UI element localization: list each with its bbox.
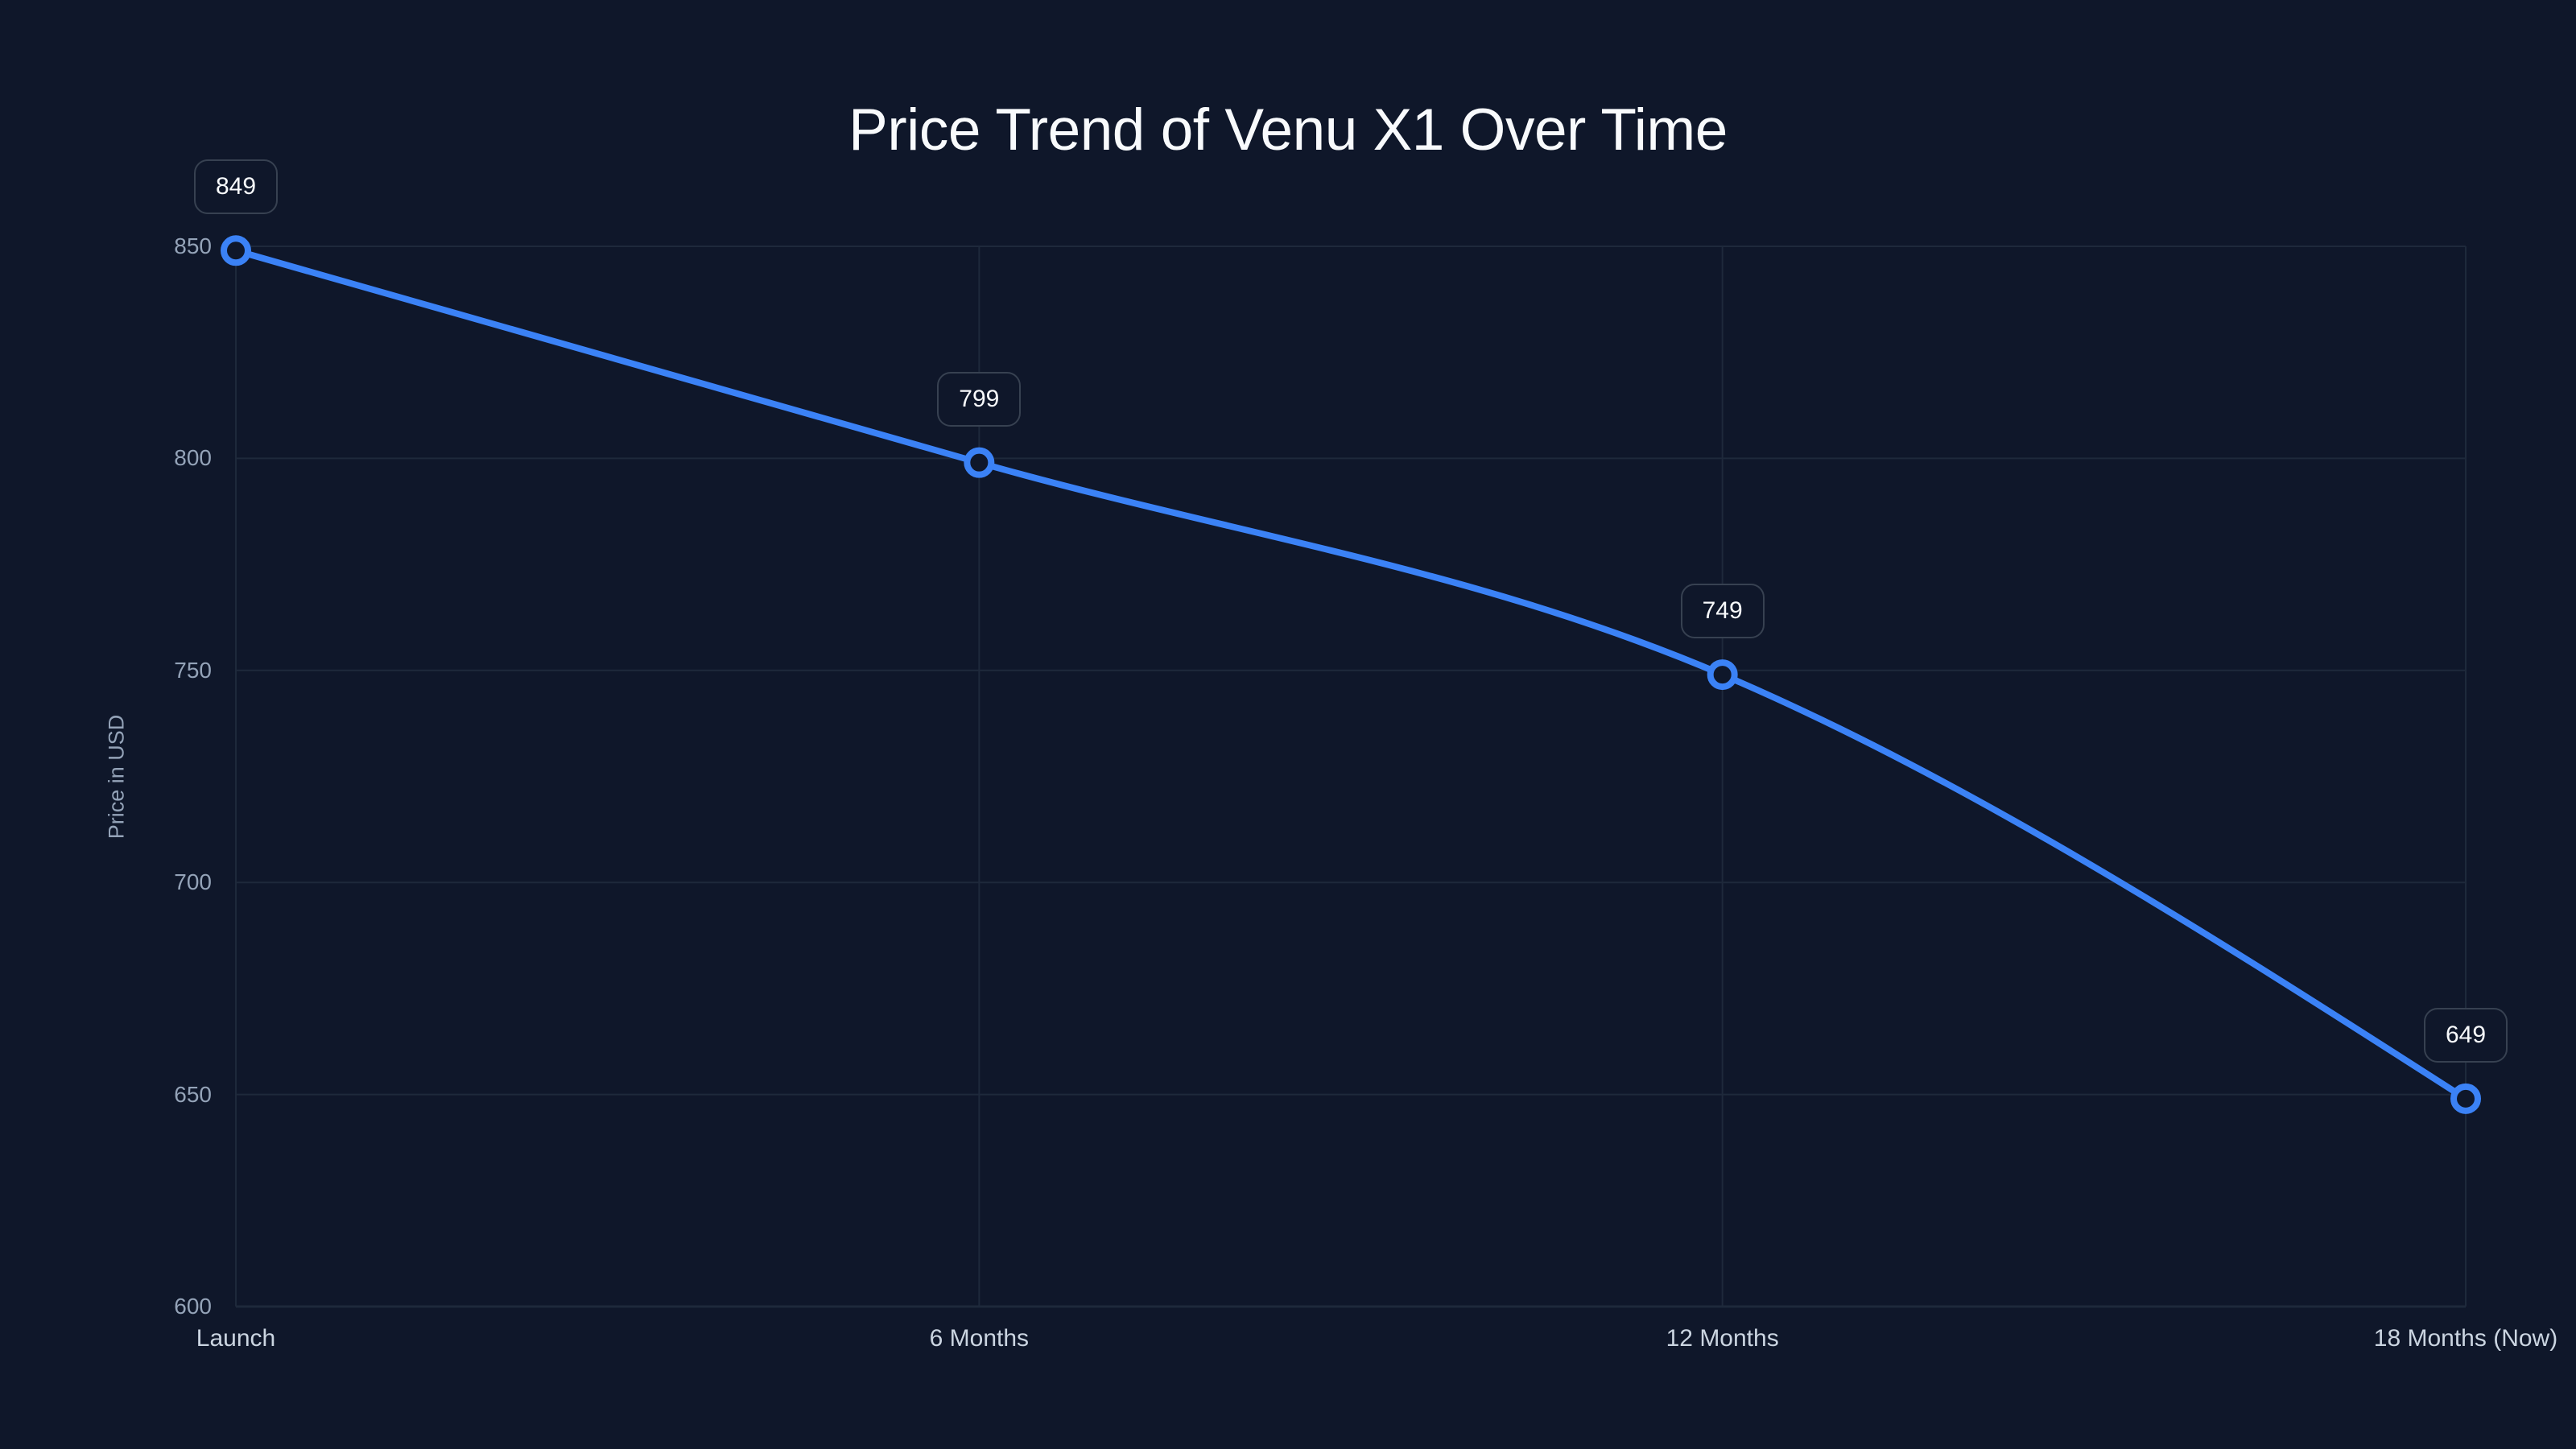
y-tick-label: 650 — [174, 1081, 212, 1107]
data-label: 799 — [937, 371, 1022, 427]
y-tick-label: 850 — [174, 233, 212, 258]
series-line — [233, 247, 2469, 1102]
x-tick-label: 18 Months (Now) — [2373, 1325, 2558, 1352]
data-point-marker — [964, 447, 995, 478]
y-tick-label: 800 — [174, 445, 212, 471]
data-point-markers — [221, 235, 2481, 1114]
data-point-marker — [221, 235, 251, 266]
y-tick-label: 700 — [174, 869, 212, 895]
x-tick-label: Launch — [196, 1325, 276, 1352]
data-label: 749 — [1680, 584, 1765, 639]
x-tick-label: 12 Months — [1666, 1325, 1779, 1352]
chart-title: Price Trend of Venu X1 Over Time — [848, 97, 1728, 163]
y-tick-label: 600 — [174, 1294, 212, 1319]
data-label: 649 — [2424, 1007, 2508, 1063]
data-point-marker — [1707, 659, 1738, 691]
data-point-marker — [2450, 1083, 2481, 1114]
y-axis-title: Price in USD — [104, 714, 129, 840]
x-tick-label: 6 Months — [929, 1325, 1030, 1352]
gridlines — [235, 246, 2467, 1308]
y-tick-label: 750 — [174, 657, 212, 683]
data-label: 849 — [194, 159, 278, 215]
